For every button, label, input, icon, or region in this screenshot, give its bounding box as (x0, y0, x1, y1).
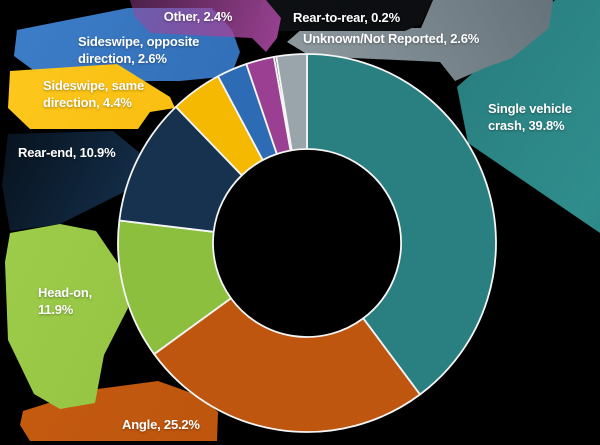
slice-unknown-not-reported[interactable] (275, 53, 308, 152)
label-line: Unknown/Not Reported, 2.6% (303, 31, 480, 46)
label-unknown-not-reported: Unknown/Not Reported, 2.6% (303, 30, 479, 47)
label-line: crash, 39.8% (488, 118, 565, 133)
slice-single-vehicle-crash[interactable] (306, 53, 497, 396)
label-line: Single vehicle (488, 101, 572, 116)
label-other-line: Other, 2.4% (163, 9, 233, 24)
label-line: Sideswipe, same (43, 78, 145, 93)
label-line: Sideswipe, opposite (78, 34, 200, 49)
label-sideswipe-opposite-direction: Sideswipe, opposite direction, 2.6% (78, 33, 199, 67)
label-line: Angle, 25.2% (122, 417, 200, 432)
label-line: Rear-end, 10.9% (18, 145, 116, 160)
label-head-on: Head-on, 11.9% (38, 284, 92, 318)
label-rear-end: Rear-end, 10.9% (18, 144, 116, 161)
label-line: 11.9% (38, 302, 74, 317)
label-line: direction, 2.6% (78, 51, 167, 66)
label-rear-to-rear: Rear-to-rear, 0.2% (293, 9, 400, 26)
label-angle: Angle, 25.2% (122, 416, 200, 433)
label-other: Other, 2.4% (130, 8, 266, 25)
label-sideswipe-same-direction: Sideswipe, same direction, 4.4% (43, 77, 144, 111)
slice-angle[interactable] (153, 297, 421, 433)
label-single-vehicle-crash: Single vehicle crash, 39.8% (488, 100, 572, 134)
label-line: Head-on, (38, 285, 93, 300)
label-line: direction, 4.4% (43, 95, 132, 110)
label-line: Rear-to-rear, 0.2% (293, 10, 400, 25)
